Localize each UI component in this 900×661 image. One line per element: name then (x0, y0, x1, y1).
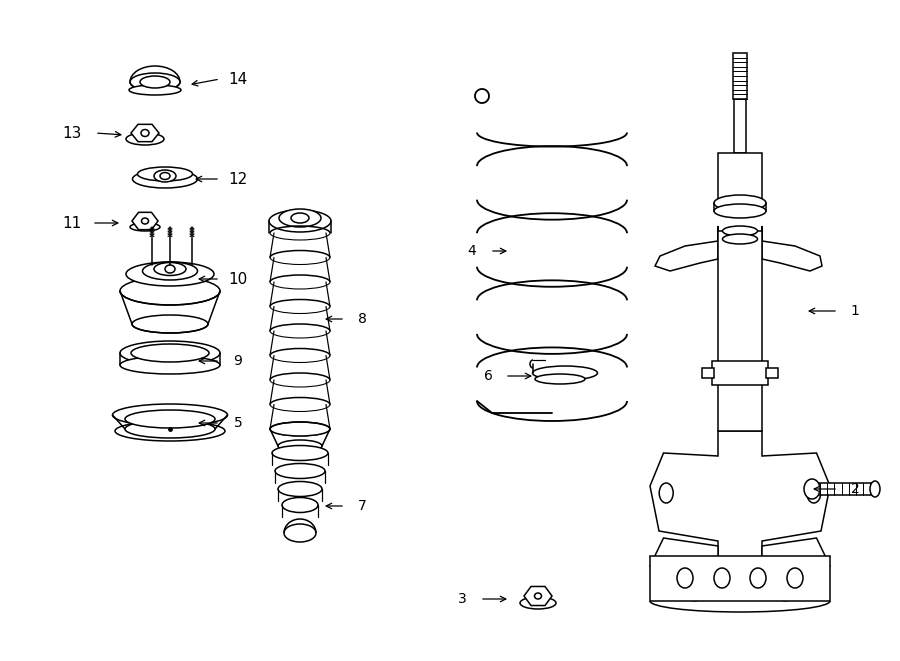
Polygon shape (131, 124, 159, 141)
Ellipse shape (141, 218, 149, 224)
Ellipse shape (142, 262, 197, 280)
Ellipse shape (270, 422, 330, 436)
Ellipse shape (291, 213, 309, 223)
Ellipse shape (140, 76, 170, 88)
Ellipse shape (535, 374, 585, 384)
Ellipse shape (165, 265, 175, 273)
Bar (734, 99, 746, 153)
Bar (815, 483, 871, 495)
Text: 11: 11 (62, 215, 82, 231)
Polygon shape (650, 431, 830, 584)
Ellipse shape (126, 262, 214, 286)
Bar (650, 556, 830, 601)
Ellipse shape (279, 209, 321, 227)
Polygon shape (655, 226, 718, 271)
Text: 13: 13 (62, 126, 82, 141)
Ellipse shape (659, 483, 673, 503)
Ellipse shape (870, 481, 880, 497)
Ellipse shape (275, 463, 325, 479)
Ellipse shape (723, 234, 758, 244)
Bar (718, 231, 762, 431)
Polygon shape (762, 226, 822, 271)
Ellipse shape (284, 524, 316, 542)
Ellipse shape (120, 341, 220, 365)
Ellipse shape (714, 568, 730, 588)
Ellipse shape (115, 421, 225, 441)
Ellipse shape (714, 204, 766, 218)
Ellipse shape (154, 170, 176, 182)
Ellipse shape (806, 483, 821, 503)
Ellipse shape (269, 210, 331, 232)
Text: 6: 6 (483, 369, 492, 383)
Text: 7: 7 (357, 499, 366, 513)
Ellipse shape (272, 446, 328, 461)
Ellipse shape (141, 130, 149, 137)
Text: 5: 5 (234, 416, 242, 430)
Ellipse shape (120, 277, 220, 305)
Ellipse shape (282, 498, 318, 512)
Ellipse shape (677, 568, 693, 588)
Ellipse shape (154, 262, 186, 276)
Ellipse shape (138, 167, 193, 181)
Bar (702, 368, 714, 378)
Ellipse shape (126, 133, 164, 145)
Ellipse shape (120, 356, 220, 374)
Ellipse shape (112, 404, 228, 426)
Bar (766, 368, 778, 378)
Ellipse shape (714, 195, 766, 211)
Ellipse shape (787, 568, 803, 588)
Bar (733, 53, 747, 99)
Bar (712, 361, 768, 385)
Text: 12: 12 (229, 171, 248, 186)
Ellipse shape (160, 173, 170, 180)
Ellipse shape (723, 226, 758, 236)
Text: 8: 8 (357, 312, 366, 326)
Ellipse shape (129, 85, 181, 95)
Ellipse shape (278, 440, 322, 452)
Polygon shape (762, 538, 830, 601)
Text: 9: 9 (234, 354, 242, 368)
Text: 14: 14 (229, 71, 248, 87)
Ellipse shape (130, 73, 180, 91)
Ellipse shape (125, 410, 215, 428)
Ellipse shape (130, 223, 160, 231)
Ellipse shape (535, 593, 542, 599)
Ellipse shape (132, 315, 208, 333)
Ellipse shape (125, 420, 215, 438)
Ellipse shape (750, 568, 766, 588)
Ellipse shape (520, 597, 556, 609)
Ellipse shape (804, 479, 820, 499)
Ellipse shape (132, 170, 197, 188)
Text: 2: 2 (850, 482, 860, 496)
Text: 4: 4 (468, 244, 476, 258)
Polygon shape (650, 538, 718, 601)
Polygon shape (132, 212, 158, 229)
Text: 3: 3 (457, 592, 466, 606)
Ellipse shape (131, 344, 209, 362)
Polygon shape (524, 586, 552, 605)
Ellipse shape (533, 366, 598, 380)
Text: 1: 1 (850, 304, 860, 318)
Ellipse shape (278, 481, 322, 496)
Text: 10: 10 (229, 272, 248, 286)
Bar (718, 153, 762, 203)
